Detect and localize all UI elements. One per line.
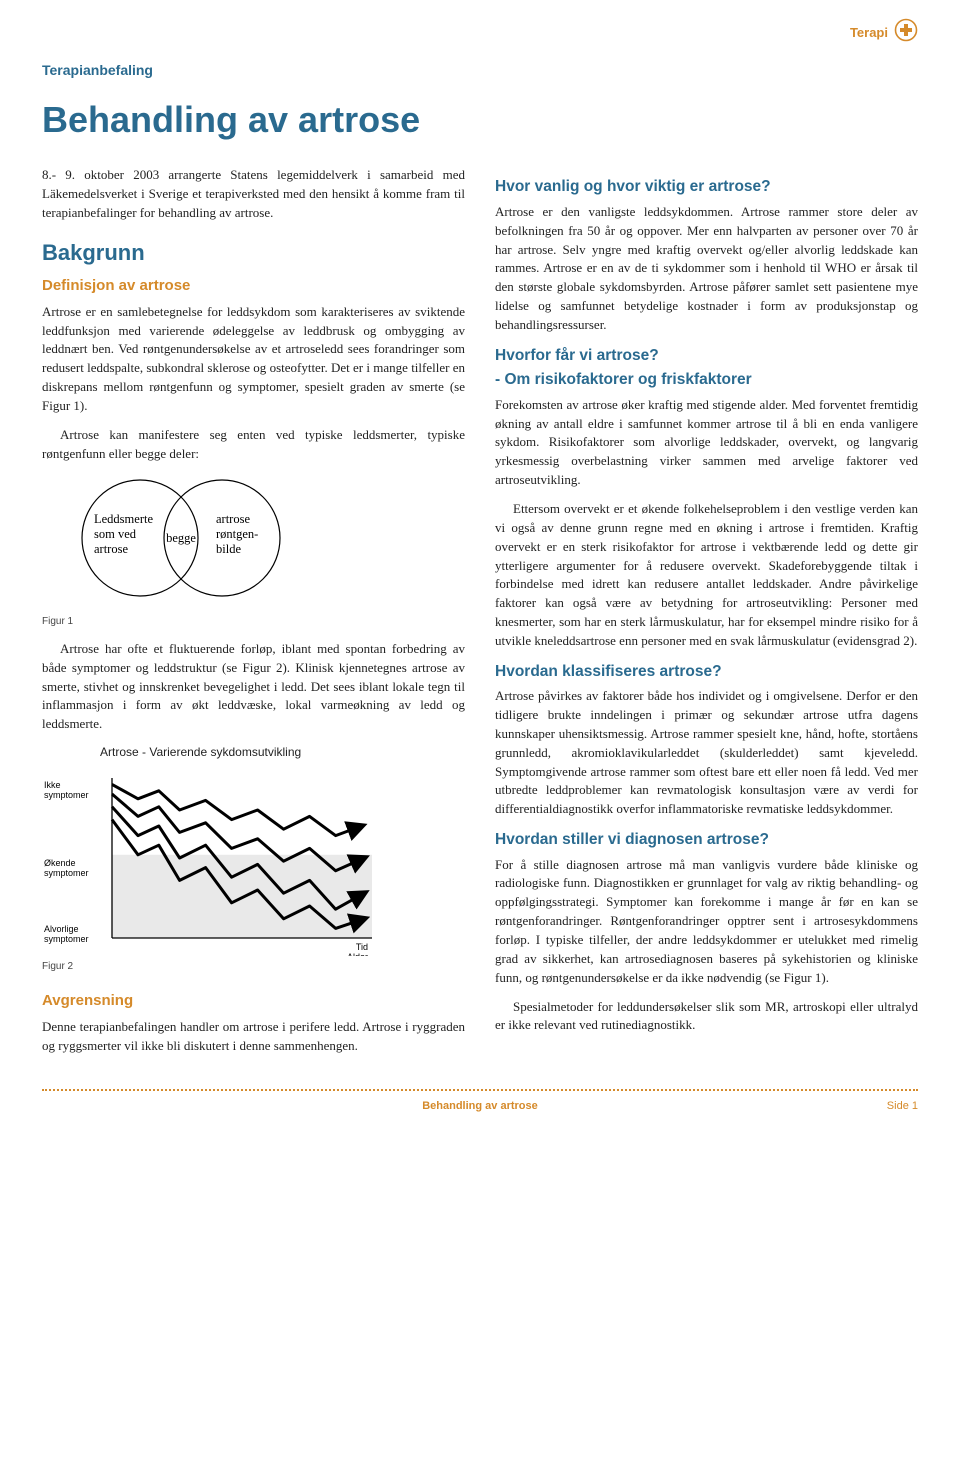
svg-text:artrose: artrose <box>216 512 250 526</box>
figure1-label: Figur 1 <box>42 615 465 630</box>
q2-heading: Hvorfor får vi artrose? <box>495 345 918 367</box>
svg-text:røntgen-: røntgen- <box>216 527 258 541</box>
figure2-label: Figur 2 <box>42 960 465 975</box>
q3-heading: Hvordan klassifiseres artrose? <box>495 661 918 683</box>
q4-p2: Spesialmetoder for leddundersøkelser sli… <box>495 998 918 1036</box>
left-column: 8.- 9. oktober 2003 arrangerte Statens l… <box>42 166 465 1065</box>
q4-p1: For å stille diagnosen artrose må man va… <box>495 856 918 988</box>
kicker: Terapianbefaling <box>42 60 918 80</box>
chart-svg: IkkesymptomerØkendesymptomerAlvorligesym… <box>42 766 402 956</box>
svg-text:Økende: Økende <box>44 858 76 868</box>
intro-paragraph: 8.- 9. oktober 2003 arrangerte Statens l… <box>42 166 465 223</box>
svg-text:som ved: som ved <box>94 527 137 541</box>
svg-text:artrose: artrose <box>94 542 128 556</box>
q1-heading: Hvor vanlig og hvor viktig er artrose? <box>495 176 918 198</box>
svg-text:symptomer: symptomer <box>44 868 89 878</box>
svg-text:Tid: Tid <box>356 942 368 952</box>
subheading-definisjon: Definisjon av artrose <box>42 275 465 297</box>
svg-text:bilde: bilde <box>216 542 241 556</box>
q1-p: Artrose er den vanligste leddsykdommen. … <box>495 203 918 335</box>
q2-p1: Forekomsten av artrose øker kraftig med … <box>495 396 918 490</box>
q3-p: Artrose påvirkes av faktorer både hos in… <box>495 687 918 819</box>
header-mark: Terapi <box>850 18 918 48</box>
footer: Behandling av artrose Side 1 <box>42 1089 918 1115</box>
svg-text:symptomer: symptomer <box>44 790 89 800</box>
definisjon-p2: Artrose kan manifestere seg enten ved ty… <box>42 426 465 464</box>
page: Terapi Terapianbefaling Behandling av ar… <box>0 0 960 1135</box>
svg-text:Alvorlige: Alvorlige <box>44 924 79 934</box>
medical-cross-icon <box>894 18 918 48</box>
venn-svg: Leddsmertesom vedartroseartroserøntgen-b… <box>70 473 330 603</box>
venn-diagram: Leddsmertesom vedartroseartroserøntgen-b… <box>70 473 465 603</box>
definisjon-p3: Artrose har ofte et fluktuerende forløp,… <box>42 640 465 734</box>
right-column: Hvor vanlig og hvor viktig er artrose? A… <box>495 166 918 1065</box>
definisjon-p1: Artrose er en samlebetegnelse for leddsy… <box>42 303 465 416</box>
page-title: Behandling av artrose <box>42 94 918 146</box>
svg-text:Leddsmerte: Leddsmerte <box>94 512 153 526</box>
q2-p2: Ettersom overvekt er et økende folkehels… <box>495 500 918 651</box>
section-heading-bakgrunn: Bakgrunn <box>42 237 465 269</box>
svg-text:begge: begge <box>166 531 196 545</box>
svg-text:Alder: Alder <box>347 952 368 956</box>
subheading-avgrensning: Avgrensning <box>42 990 465 1012</box>
q4-heading: Hvordan stiller vi diagnosen artrose? <box>495 829 918 851</box>
svg-text:symptomer: symptomer <box>44 934 89 944</box>
q2-subheading: - Om risikofaktorer og friskfaktorer <box>495 369 918 391</box>
footer-center: Behandling av artrose <box>42 1099 918 1115</box>
svg-text:Ikke: Ikke <box>44 780 61 790</box>
avgrensning-p: Denne terapianbefalingen handler om artr… <box>42 1018 465 1056</box>
chart-title: Artrose - Varierende sykdomsutvikling <box>100 744 465 761</box>
disease-progress-chart: Artrose - Varierende sykdomsutvikling Ik… <box>42 744 465 955</box>
two-column-layout: 8.- 9. oktober 2003 arrangerte Statens l… <box>42 166 918 1065</box>
header-mark-label: Terapi <box>850 24 888 43</box>
